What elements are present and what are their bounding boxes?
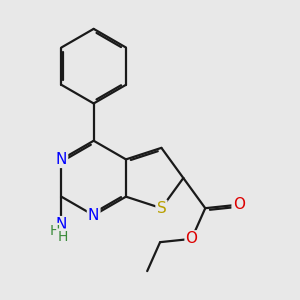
Text: O: O xyxy=(186,231,198,246)
Text: S: S xyxy=(157,201,166,216)
Text: H: H xyxy=(50,224,60,238)
Text: N: N xyxy=(56,217,67,232)
Text: N: N xyxy=(56,152,67,167)
Text: O: O xyxy=(232,197,244,212)
Text: H: H xyxy=(57,230,68,244)
Text: N: N xyxy=(88,208,99,223)
